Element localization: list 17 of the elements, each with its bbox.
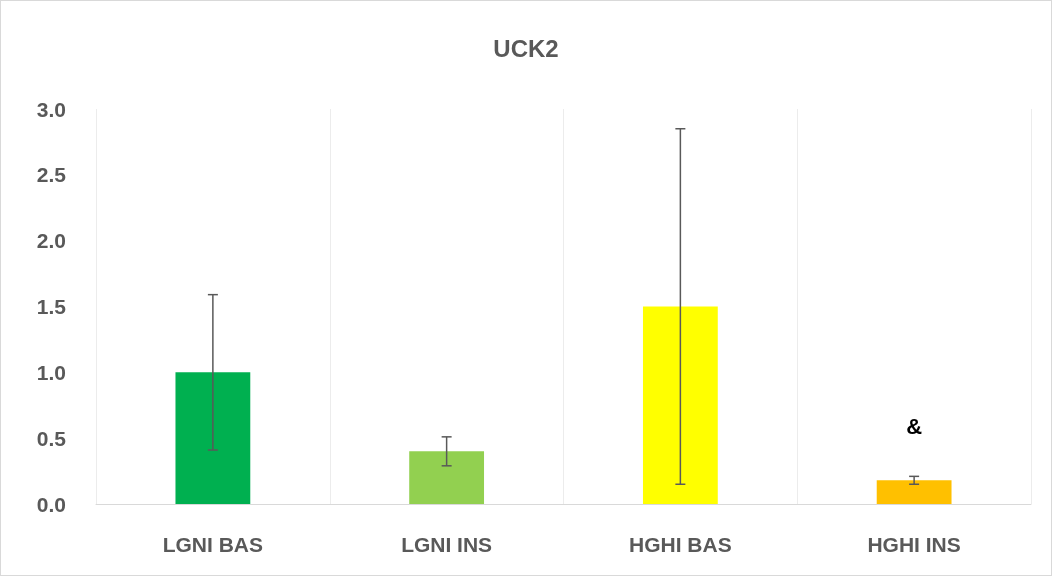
y-tick-label: 0.5 (36, 426, 67, 450)
bar (409, 451, 485, 504)
x-tick-label: HGHI INS (867, 533, 961, 556)
x-tick-label: HGHI BAS (629, 533, 732, 556)
y-tick-label: 3.0 (36, 97, 66, 121)
y-tick-label: 1.0 (36, 360, 66, 384)
y-tick-label: 1.5 (36, 295, 67, 318)
y-tick-label: 0.0 (36, 492, 66, 516)
x-tick-label: LGNI INS (401, 533, 493, 556)
bar (175, 372, 251, 504)
bar (642, 306, 718, 504)
x-tick-label: LGNI BAS (162, 533, 264, 556)
chart-title: UCK2 (493, 34, 559, 62)
bar (876, 480, 952, 504)
y-tick-label: 2.5 (36, 163, 67, 187)
y-tick-label: 2.0 (36, 229, 66, 253)
annotation: & (906, 413, 923, 439)
